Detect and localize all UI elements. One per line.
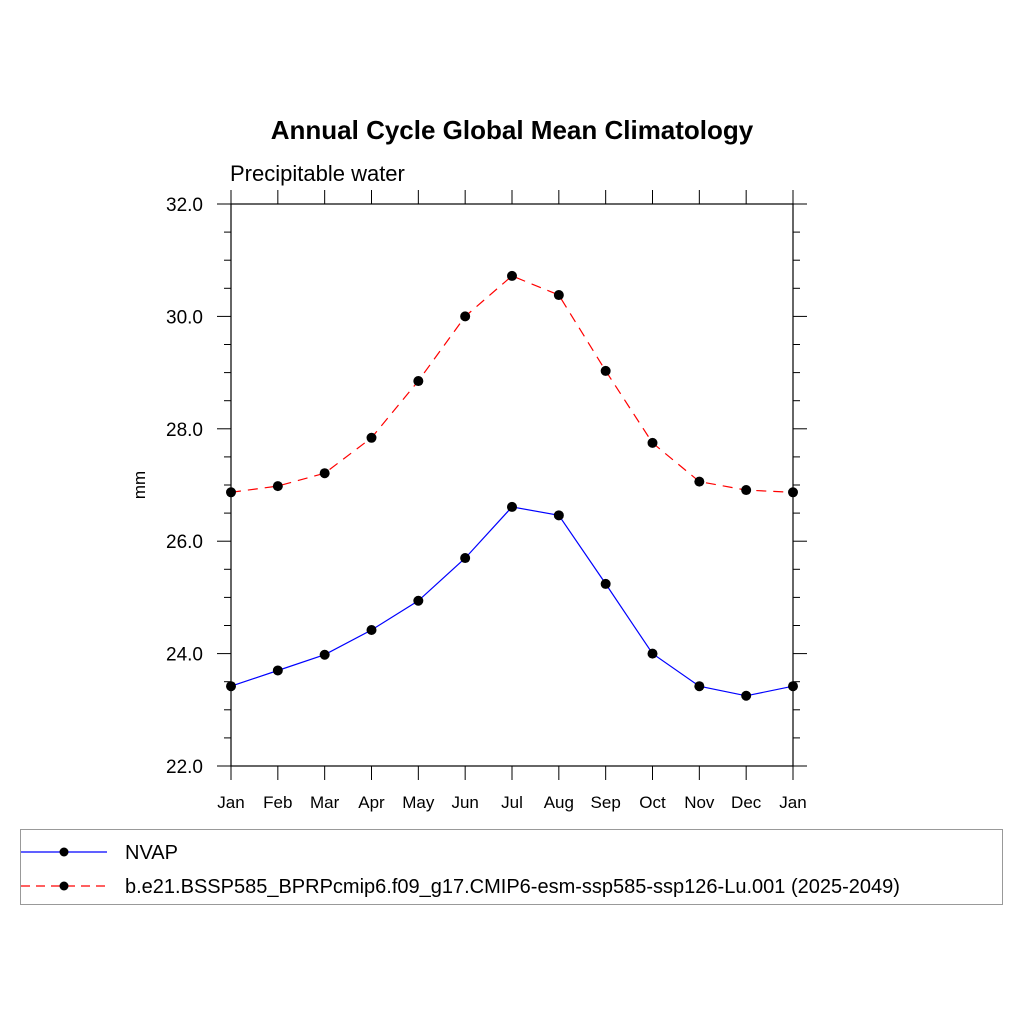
series-1-point (553, 290, 564, 301)
x-tick-label: Dec (731, 793, 762, 812)
y-tick-label: 24.0 (166, 645, 203, 666)
legend-label-nvap: NVAP (125, 842, 178, 864)
x-tick-label: Oct (639, 793, 666, 812)
chart-title: Annual Cycle Global Mean Climatology (271, 115, 754, 145)
series-0-point (694, 681, 705, 692)
plot-frame (230, 203, 794, 767)
series-layer (226, 270, 798, 701)
series-1-point (366, 432, 377, 443)
series-1-point (460, 311, 471, 322)
series-0-point (226, 681, 236, 692)
series-1-point (319, 468, 330, 479)
series-0-point (366, 624, 377, 635)
x-tick-label: Jul (501, 793, 523, 812)
y-tick-label: 28.0 (166, 420, 203, 441)
x-tick-label: Aug (544, 793, 574, 812)
series-0-point (600, 578, 611, 589)
x-tick-label: Jun (451, 793, 478, 812)
series-0-point (553, 510, 564, 521)
legend-swatch-nvap (21, 847, 107, 857)
y-tick-label: 32.0 (166, 195, 203, 216)
y-tick-label: 22.0 (166, 757, 203, 778)
legend-entry-nvap: NVAP (21, 838, 1001, 868)
y-tick-label: 30.0 (166, 307, 203, 328)
x-tick-label: Jan (779, 793, 806, 812)
x-tick-label: Mar (310, 793, 340, 812)
y-axis-label: mm (130, 471, 149, 499)
axis-ticks: Jan Feb Mar Apr May Jun Jul Aug Sep Oct Nov Dec Jan 2… (166, 190, 807, 812)
series-line-0 (230, 506, 794, 697)
series-1-point (788, 487, 798, 498)
series-line-1 (230, 275, 794, 493)
series-0-point (741, 690, 752, 701)
x-tick-label: Jan (217, 793, 244, 812)
series-0-point (647, 648, 658, 659)
series-0-point (319, 649, 330, 660)
chart-subtitle: Precipitable water (230, 161, 405, 186)
series-0-point (460, 553, 471, 564)
series-1-point (600, 365, 611, 376)
series-0-point (507, 501, 517, 512)
series-0-point (272, 665, 283, 676)
legend-label-cesm: b.e21.BSSP585_BPRPcmip6.f09_g17.CMIP6-es… (125, 876, 900, 898)
series-1-point (741, 485, 752, 496)
series-1-point (272, 481, 283, 492)
series-1-point (694, 476, 705, 487)
legend-entry-cesm: b.e21.BSSP585_BPRPcmip6.f09_g17.CMIP6-es… (21, 872, 1001, 902)
x-tick-label: May (402, 793, 435, 812)
legend: NVAP b.e21.BSSP585_BPRPcmip6.f09_g17.CMI… (20, 829, 1003, 905)
legend-swatch-cesm (21, 881, 107, 891)
y-tick-label: 26.0 (166, 532, 203, 553)
series-1-point (647, 437, 658, 448)
x-tick-label: Feb (263, 793, 292, 812)
series-0-point (788, 681, 798, 692)
x-tick-label: Nov (684, 793, 715, 812)
series-1-point (413, 376, 424, 387)
series-0-point (413, 595, 424, 606)
series-1-point (507, 270, 517, 281)
x-tick-label: Sep (591, 793, 621, 812)
x-tick-label: Apr (358, 793, 385, 812)
series-1-point (226, 487, 236, 498)
